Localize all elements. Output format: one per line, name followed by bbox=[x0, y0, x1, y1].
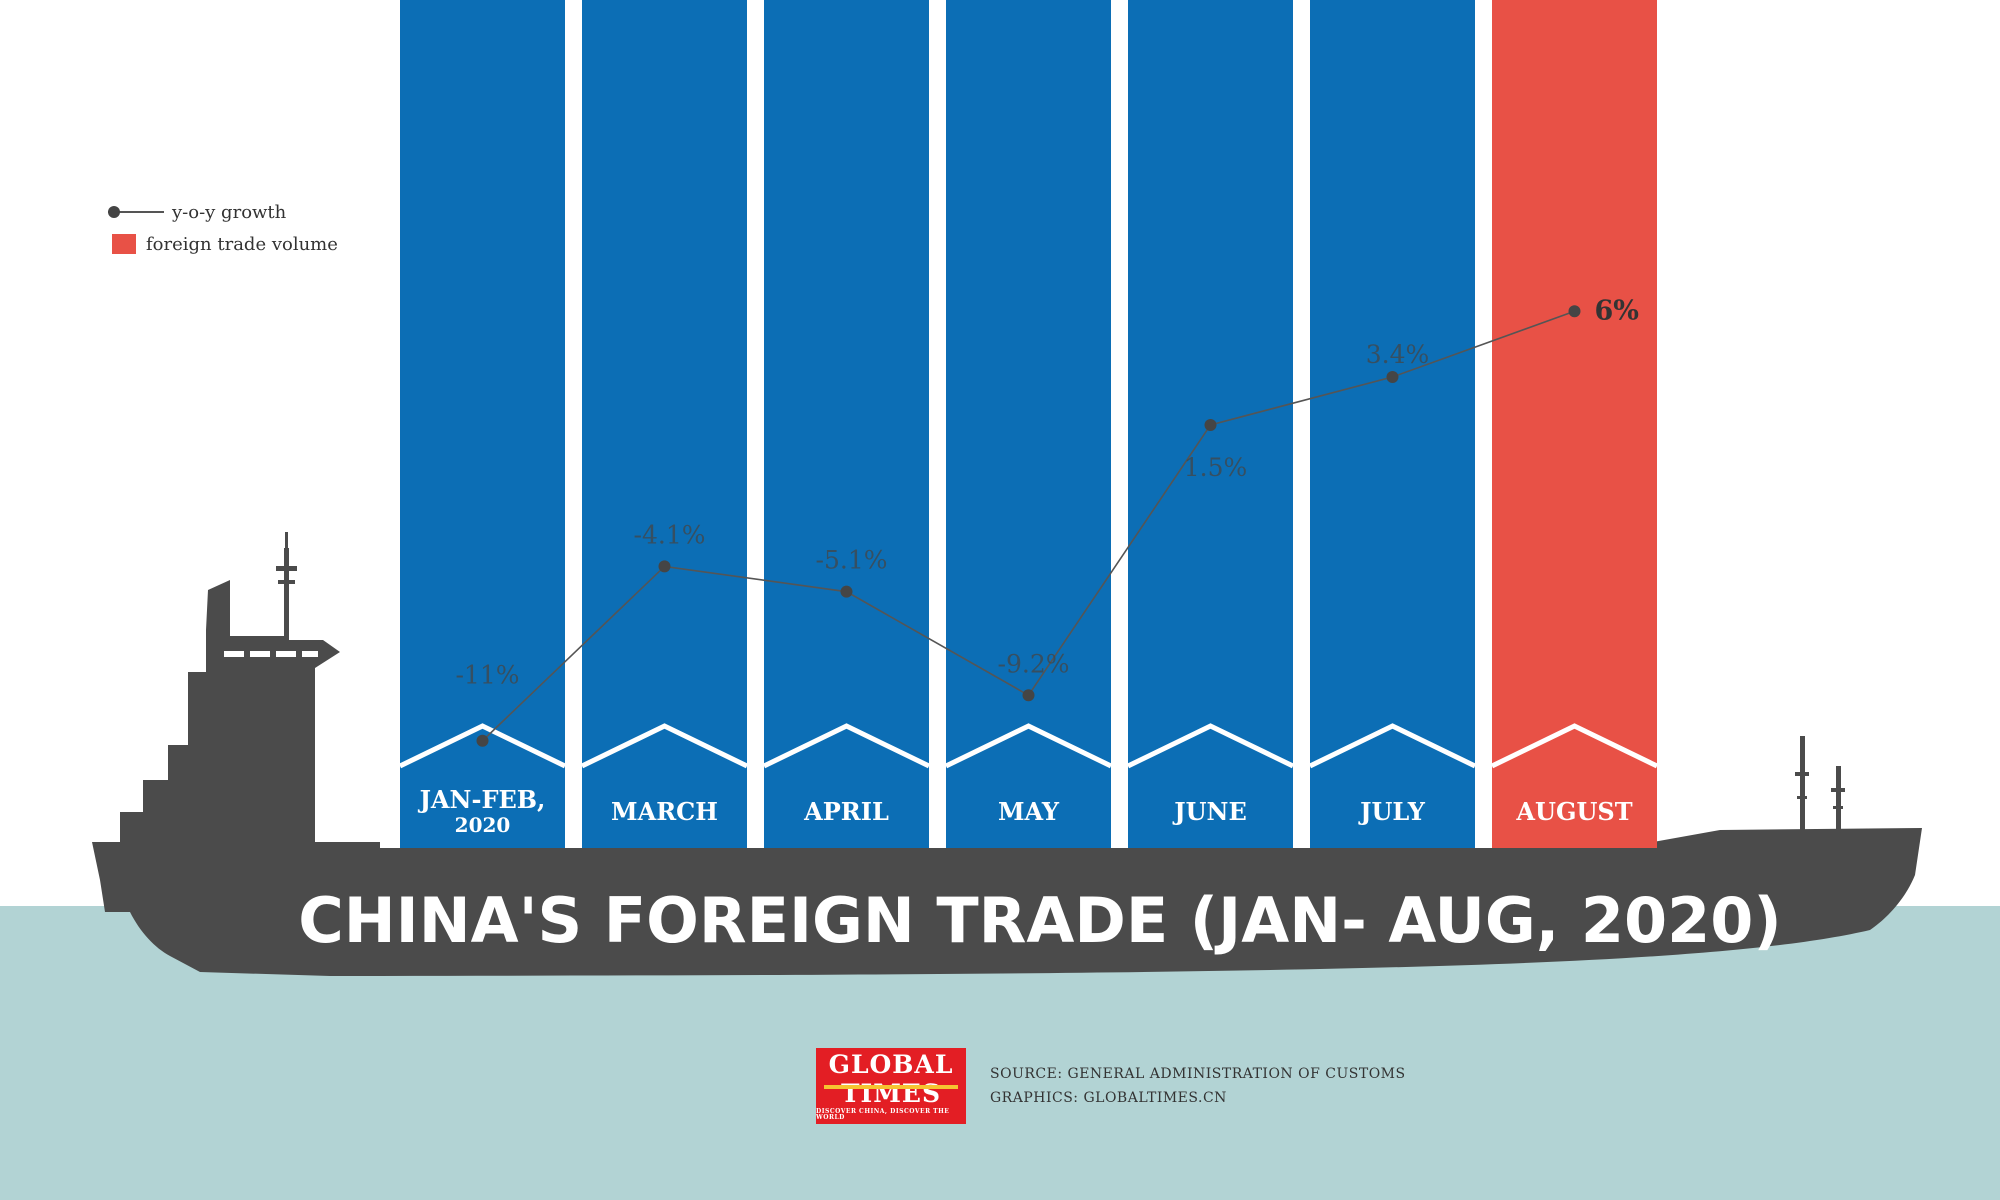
bar-chevron-6 bbox=[1308, 723, 1477, 769]
graphics-credit: GRAPHICS: GLOBALTIMES.CN bbox=[990, 1090, 1227, 1106]
growth-value-label-5: 1.5% bbox=[1184, 453, 1248, 482]
category-label-1-line-2: 2020 bbox=[455, 813, 511, 837]
bridge-window-4 bbox=[302, 651, 318, 657]
bar-7 bbox=[1492, 0, 1657, 848]
bridge-window-1 bbox=[224, 651, 244, 657]
growth-value-label-6: 3.4% bbox=[1366, 340, 1430, 369]
category-label-7: AUGUST bbox=[1515, 797, 1632, 826]
legend-label-volume: foreign trade volume bbox=[146, 233, 338, 255]
category-label-1-line-1: JAN-FEB, bbox=[418, 785, 546, 814]
growth-point-3 bbox=[840, 585, 853, 598]
legend-item-growth: y-o-y growth bbox=[108, 196, 338, 228]
source-credit: SOURCE: GENERAL ADMINISTRATION OF CUSTOM… bbox=[990, 1066, 1406, 1082]
bar-1 bbox=[400, 0, 565, 848]
bar-3 bbox=[764, 0, 929, 849]
logo-tagline: DISCOVER CHINA, DISCOVER THE WORLD bbox=[816, 1107, 950, 1121]
credits: SOURCE: GENERAL ADMINISTRATION OF CUSTOM… bbox=[990, 1062, 1406, 1110]
bar-chevron-7 bbox=[1490, 723, 1659, 769]
category-label-6: JULY bbox=[1358, 797, 1426, 826]
bar-chevron-3 bbox=[762, 723, 931, 769]
growth-point-7 bbox=[1568, 305, 1581, 318]
growth-point-4 bbox=[1022, 689, 1035, 702]
ship-mast-main-top bbox=[285, 532, 288, 552]
bar-chevron-4 bbox=[944, 723, 1113, 769]
bar-chevron-1 bbox=[398, 723, 567, 769]
legend-line-marker bbox=[108, 206, 164, 218]
footer: GLOBAL TIMES DISCOVER CHINA, DISCOVER TH… bbox=[816, 1048, 1406, 1124]
ship-hull bbox=[92, 828, 1922, 976]
category-label-2: MARCH bbox=[611, 797, 718, 826]
ship-mast-bow-1-yard-2 bbox=[1797, 796, 1807, 799]
bar-2 bbox=[582, 0, 747, 848]
growth-point-2 bbox=[658, 560, 671, 573]
legend: y-o-y growth foreign trade volume bbox=[108, 196, 338, 260]
legend-swatch bbox=[112, 234, 136, 254]
bars-layer: $592bJAN-FEB,2020$350bMARCH$355bAPRIL$35… bbox=[398, 0, 1659, 849]
growth-value-label-2: -4.1% bbox=[634, 520, 706, 549]
growth-value-label-1: -11% bbox=[455, 661, 519, 690]
ship-mast-bow-1-yard-1 bbox=[1795, 772, 1809, 776]
ship-mast-main-yard-2 bbox=[278, 580, 295, 584]
ship-bridge bbox=[120, 580, 340, 842]
ship-mast-bow-1 bbox=[1800, 736, 1805, 832]
growth-value-label-4: -9.2% bbox=[998, 649, 1070, 678]
logo-line-2: TIMES bbox=[840, 1078, 942, 1108]
ship-mast-bow-2 bbox=[1836, 766, 1841, 832]
category-label-5: JUNE bbox=[1172, 797, 1247, 826]
ship-illustration bbox=[92, 532, 1922, 976]
ship-mast-main-yard-1 bbox=[276, 566, 297, 571]
growth-value-label-7: 6% bbox=[1595, 295, 1639, 326]
growth-point-1 bbox=[476, 734, 489, 747]
ship-mast-bow-2-yard-2 bbox=[1833, 806, 1843, 809]
growth-point-5 bbox=[1204, 418, 1217, 431]
logo-line-1: GLOBAL bbox=[828, 1049, 954, 1079]
ship-mast-main bbox=[284, 548, 289, 640]
bridge-window-2 bbox=[250, 651, 270, 657]
growth-point-6 bbox=[1386, 370, 1399, 383]
global-times-logo: GLOBAL TIMES DISCOVER CHINA, DISCOVER TH… bbox=[816, 1048, 966, 1124]
ship-mast-bow-1-top bbox=[1801, 736, 1804, 750]
chart-title: CHINA'S FOREIGN TRADE (JAN- AUG, 2020) bbox=[298, 884, 1782, 957]
bridge-window-3 bbox=[276, 651, 296, 657]
logo-band bbox=[824, 1085, 958, 1089]
bar-chevron-2 bbox=[580, 723, 749, 769]
bar-4 bbox=[946, 0, 1111, 848]
category-label-4: MAY bbox=[998, 797, 1060, 826]
legend-label-growth: y-o-y growth bbox=[172, 201, 287, 223]
growth-line-layer: -11% -4.1% -5.1% -9.2% 1.5% 3.4% 6% bbox=[455, 295, 1639, 747]
bar-6 bbox=[1310, 0, 1475, 848]
bar-chevron-5 bbox=[1126, 723, 1295, 769]
growth-value-label-3: -5.1% bbox=[816, 546, 888, 575]
legend-item-volume: foreign trade volume bbox=[108, 228, 338, 260]
ship-mast-bow-2-yard-1 bbox=[1831, 788, 1845, 792]
category-label-3: APRIL bbox=[803, 797, 889, 826]
